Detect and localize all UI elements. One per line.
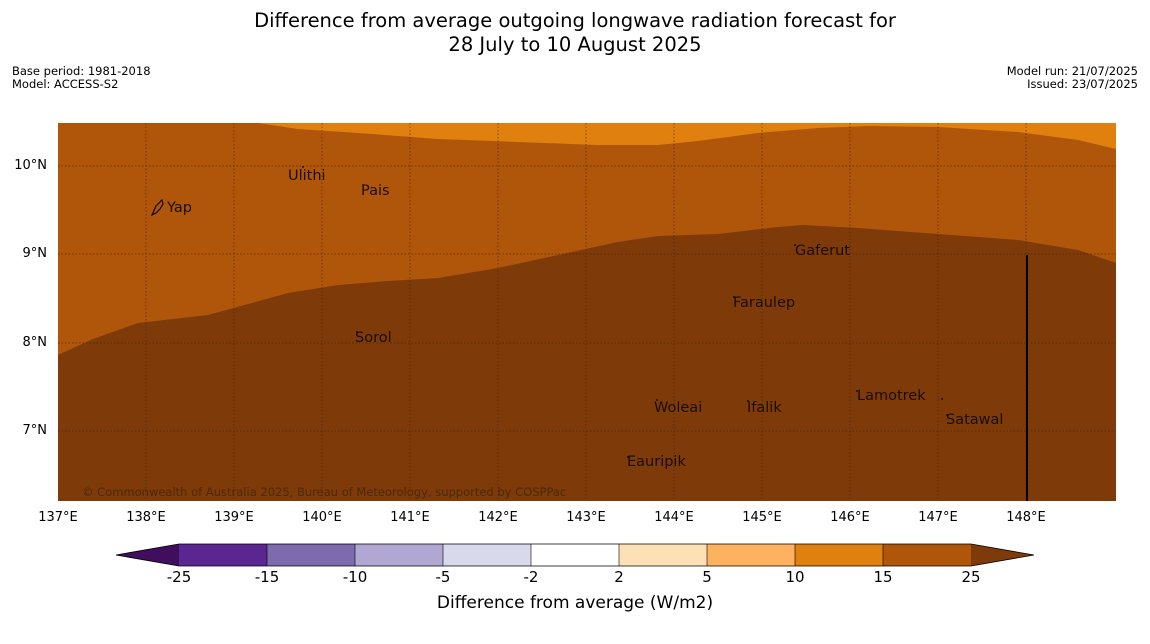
lon-label-143e: 143°E	[566, 510, 606, 525]
yap-island-shape	[150, 198, 164, 217]
colorbar-segment-6	[619, 544, 707, 566]
lat-label-10n: 10°N	[14, 158, 47, 173]
model-name: Model: ACCESS-S2	[12, 77, 119, 91]
colorbar-segment-2	[267, 544, 355, 566]
place-eauripik: Eauripik	[627, 454, 686, 470]
colorbar-tick-4: -5	[435, 568, 451, 586]
colorbar-tick-8: 10	[785, 568, 805, 586]
place-ulithi: Ulithi	[288, 168, 326, 184]
chart-title-line-2: 28 July to 10 August 2025	[448, 33, 702, 56]
colorbar-outline	[115, 543, 1035, 567]
colorbar-segment-7	[707, 544, 795, 566]
place-faraulep: Faraulep	[733, 295, 796, 311]
map-canvas	[58, 123, 1116, 501]
lon-label-142e: 142°E	[478, 510, 518, 525]
colorbar-segment-9	[883, 544, 971, 566]
colorbar-segment-1	[179, 544, 267, 566]
lon-label-146e: 146°E	[830, 510, 870, 525]
colorbar-tick-6: 2	[614, 568, 624, 586]
place-sorol: Sorol	[355, 330, 392, 346]
colorbar-tick-3: -10	[342, 568, 368, 586]
colorbar-label: Difference from average (W/m2)	[436, 593, 714, 613]
chart-title-line-1: Difference from average outgoing longwav…	[254, 9, 896, 32]
colorbar-segment-5	[531, 544, 619, 566]
lat-label-7n: 7°N	[22, 423, 48, 438]
colorbar-segment-3	[355, 544, 443, 566]
colorbar-segment-8	[795, 544, 883, 566]
colorbar-tick-1: -25	[166, 568, 192, 586]
lon-label-137e: 137°E	[38, 510, 78, 525]
latitude-gridlines	[58, 165, 1116, 432]
lon-label-138e: 138°E	[126, 510, 166, 525]
lat-label-8n: 8°N	[22, 335, 48, 350]
place-ifalik: Ifalik	[747, 400, 782, 416]
place-satawal: Satawal	[946, 412, 1004, 428]
colorbar-dividers	[266, 544, 884, 566]
colorbar-tick-9: 15	[873, 568, 893, 586]
lon-label-145e: 145°E	[742, 510, 782, 525]
island-markers	[302, 166, 948, 458]
map-area: Ulithi Pais Yap Gaferut Faraulep Sorol W…	[58, 123, 1116, 501]
lon-label-140e: 140°E	[302, 510, 342, 525]
longitude-gridlines	[145, 123, 1027, 501]
place-yap: Yap	[167, 200, 192, 216]
colorbar-segment-4	[443, 544, 531, 566]
lon-label-139e: 139°E	[214, 510, 254, 525]
band-above-25	[58, 225, 1116, 501]
place-pais: Pais	[361, 183, 390, 199]
lon-label-148e: 148°E	[1006, 510, 1046, 525]
colorbar-segment-extend-high	[971, 544, 1034, 566]
place-lamotrek: Lamotrek	[857, 388, 926, 404]
lat-label-9n: 9°N	[22, 246, 48, 261]
base-period: Base period: 1981-2018	[12, 64, 151, 78]
copyright-notice: © Commonwealth of Australia 2025, Bureau…	[82, 485, 567, 499]
colorbar-segment-extend-low	[116, 544, 179, 566]
colorbar-tick-5: -2	[523, 568, 539, 586]
model-run: Model run: 21/07/2025	[1006, 64, 1138, 78]
lon-label-147e: 147°E	[918, 510, 958, 525]
colorbar-tick-7: 5	[702, 568, 712, 586]
colorbar-tick-10: 25	[961, 568, 981, 586]
place-woleai: Woleai	[654, 400, 703, 416]
colorbar-tick-2: -15	[254, 568, 280, 586]
issued-date: Issued: 23/07/2025	[1027, 77, 1138, 91]
lon-label-141e: 141°E	[390, 510, 430, 525]
lon-label-144e: 144°E	[654, 510, 694, 525]
place-gaferut: Gaferut	[795, 243, 850, 259]
